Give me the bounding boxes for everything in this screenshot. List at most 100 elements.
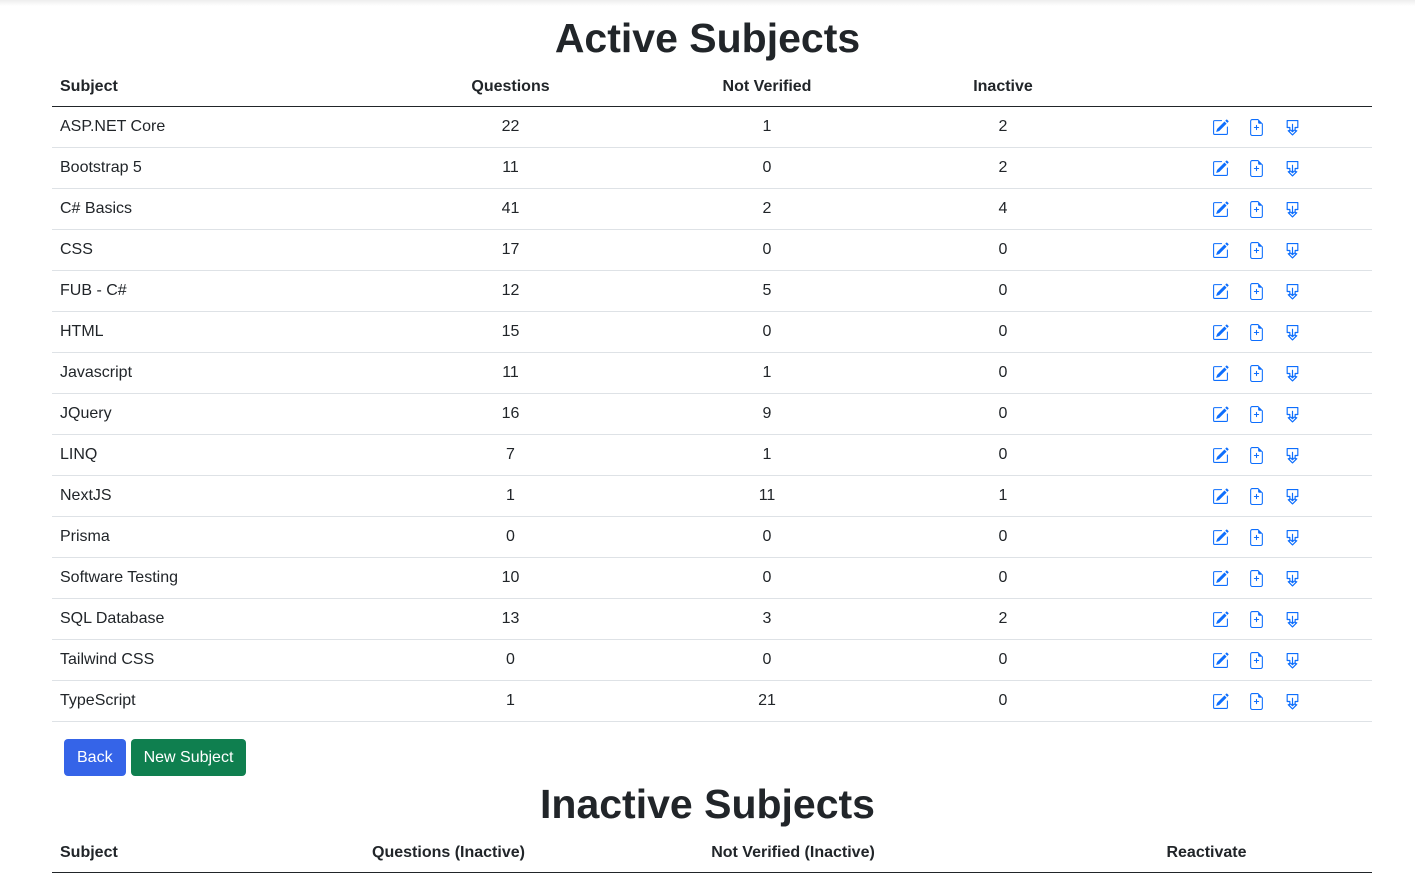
edit-icon[interactable] — [1210, 321, 1232, 343]
subject-cell: FUB - C# — [52, 270, 352, 312]
not-verified-cell: 0 — [669, 639, 865, 681]
inactive-cell: 0 — [865, 434, 1141, 476]
edit-icon[interactable] — [1210, 239, 1232, 261]
not-verified-cell: 2 — [669, 188, 865, 230]
edit-icon[interactable] — [1210, 116, 1232, 138]
file-plus-icon[interactable] — [1246, 649, 1268, 671]
edit-icon[interactable] — [1210, 157, 1232, 179]
header-reactivate: Reactivate — [1041, 834, 1372, 873]
download-icon[interactable] — [1282, 444, 1304, 466]
inactive-subjects-table: Subject Questions (Inactive) Not Verifie… — [52, 834, 1372, 873]
download-icon[interactable] — [1282, 649, 1304, 671]
file-plus-icon[interactable] — [1246, 157, 1268, 179]
not-verified-cell: 0 — [669, 516, 865, 558]
questions-cell: 1 — [352, 475, 669, 517]
header-actions — [1141, 68, 1372, 107]
download-icon[interactable] — [1282, 362, 1304, 384]
edit-icon[interactable] — [1210, 198, 1232, 220]
file-plus-icon[interactable] — [1246, 280, 1268, 302]
questions-cell: 13 — [352, 598, 669, 640]
file-plus-icon[interactable] — [1246, 239, 1268, 261]
table-row: ASP.NET Core 22 1 2 — [52, 106, 1372, 148]
not-verified-cell: 3 — [669, 598, 865, 640]
download-icon[interactable] — [1282, 403, 1304, 425]
questions-cell: 15 — [352, 311, 669, 353]
inactive-cell: 4 — [865, 188, 1141, 230]
edit-icon[interactable] — [1210, 403, 1232, 425]
inactive-cell: 0 — [865, 270, 1141, 312]
not-verified-cell: 11 — [669, 475, 865, 517]
file-plus-icon[interactable] — [1246, 362, 1268, 384]
header-not-verified-inactive: Not Verified (Inactive) — [545, 834, 1041, 873]
table-row: FUB - C# 12 5 0 — [52, 270, 1372, 312]
row-actions — [1149, 403, 1364, 425]
table-row: TypeScript 1 21 0 — [52, 680, 1372, 722]
header-questions-inactive: Questions (Inactive) — [352, 834, 545, 873]
table-row: C# Basics 41 2 4 — [52, 188, 1372, 230]
subject-cell: ASP.NET Core — [52, 106, 352, 148]
download-icon[interactable] — [1282, 239, 1304, 261]
row-actions — [1149, 608, 1364, 630]
edit-icon[interactable] — [1210, 608, 1232, 630]
download-icon[interactable] — [1282, 280, 1304, 302]
edit-icon[interactable] — [1210, 362, 1232, 384]
file-plus-icon[interactable] — [1246, 485, 1268, 507]
edit-icon[interactable] — [1210, 280, 1232, 302]
download-icon[interactable] — [1282, 198, 1304, 220]
edit-icon[interactable] — [1210, 526, 1232, 548]
download-icon[interactable] — [1282, 116, 1304, 138]
table-row: NextJS 1 11 1 — [52, 475, 1372, 517]
inactive-cell: 2 — [865, 147, 1141, 189]
file-plus-icon[interactable] — [1246, 567, 1268, 589]
subject-cell: SQL Database — [52, 598, 352, 640]
edit-icon[interactable] — [1210, 444, 1232, 466]
download-icon[interactable] — [1282, 321, 1304, 343]
header-not-verified: Not Verified — [669, 68, 865, 107]
actions-cell — [1141, 106, 1372, 148]
active-subjects-title: Active Subjects — [554, 15, 861, 61]
download-icon[interactable] — [1282, 690, 1304, 712]
not-verified-cell: 1 — [669, 434, 865, 476]
table-row: CSS 17 0 0 — [52, 229, 1372, 271]
download-icon[interactable] — [1282, 567, 1304, 589]
file-plus-icon[interactable] — [1246, 690, 1268, 712]
inactive-cell: 1 — [865, 475, 1141, 517]
row-actions — [1149, 116, 1364, 138]
not-verified-cell: 5 — [669, 270, 865, 312]
new-subject-button[interactable]: New Subject — [130, 739, 247, 776]
row-actions — [1149, 239, 1364, 261]
file-plus-icon[interactable] — [1246, 526, 1268, 548]
file-plus-icon[interactable] — [1246, 116, 1268, 138]
subject-cell: Javascript — [52, 352, 352, 394]
subject-cell: Prisma — [52, 516, 352, 558]
edit-icon[interactable] — [1210, 485, 1232, 507]
download-icon[interactable] — [1282, 485, 1304, 507]
download-icon[interactable] — [1282, 608, 1304, 630]
edit-icon[interactable] — [1210, 690, 1232, 712]
file-plus-icon[interactable] — [1246, 608, 1268, 630]
row-actions — [1149, 526, 1364, 548]
questions-cell: 17 — [352, 229, 669, 271]
file-plus-icon[interactable] — [1246, 403, 1268, 425]
not-verified-cell: 1 — [669, 106, 865, 148]
actions-cell — [1141, 680, 1372, 722]
back-button[interactable]: Back — [64, 739, 126, 776]
file-plus-icon[interactable] — [1246, 321, 1268, 343]
inactive-cell: 0 — [865, 229, 1141, 271]
edit-icon[interactable] — [1210, 567, 1232, 589]
file-plus-icon[interactable] — [1246, 198, 1268, 220]
edit-icon[interactable] — [1210, 649, 1232, 671]
file-plus-icon[interactable] — [1246, 444, 1268, 466]
subject-cell: HTML — [52, 311, 352, 353]
not-verified-cell: 0 — [669, 229, 865, 271]
inactive-cell: 0 — [865, 557, 1141, 599]
download-icon[interactable] — [1282, 526, 1304, 548]
not-verified-cell: 21 — [669, 680, 865, 722]
active-subjects-body: ASP.NET Core 22 1 2 Bootstrap 5 11 0 2 C# Basics… — [52, 106, 1372, 722]
table-header-row: Subject Questions Not Verified Inactive — [52, 68, 1372, 107]
questions-cell: 22 — [352, 106, 669, 148]
row-actions — [1149, 198, 1364, 220]
questions-cell: 41 — [352, 188, 669, 230]
table-row: Prisma 0 0 0 — [52, 516, 1372, 558]
download-icon[interactable] — [1282, 157, 1304, 179]
